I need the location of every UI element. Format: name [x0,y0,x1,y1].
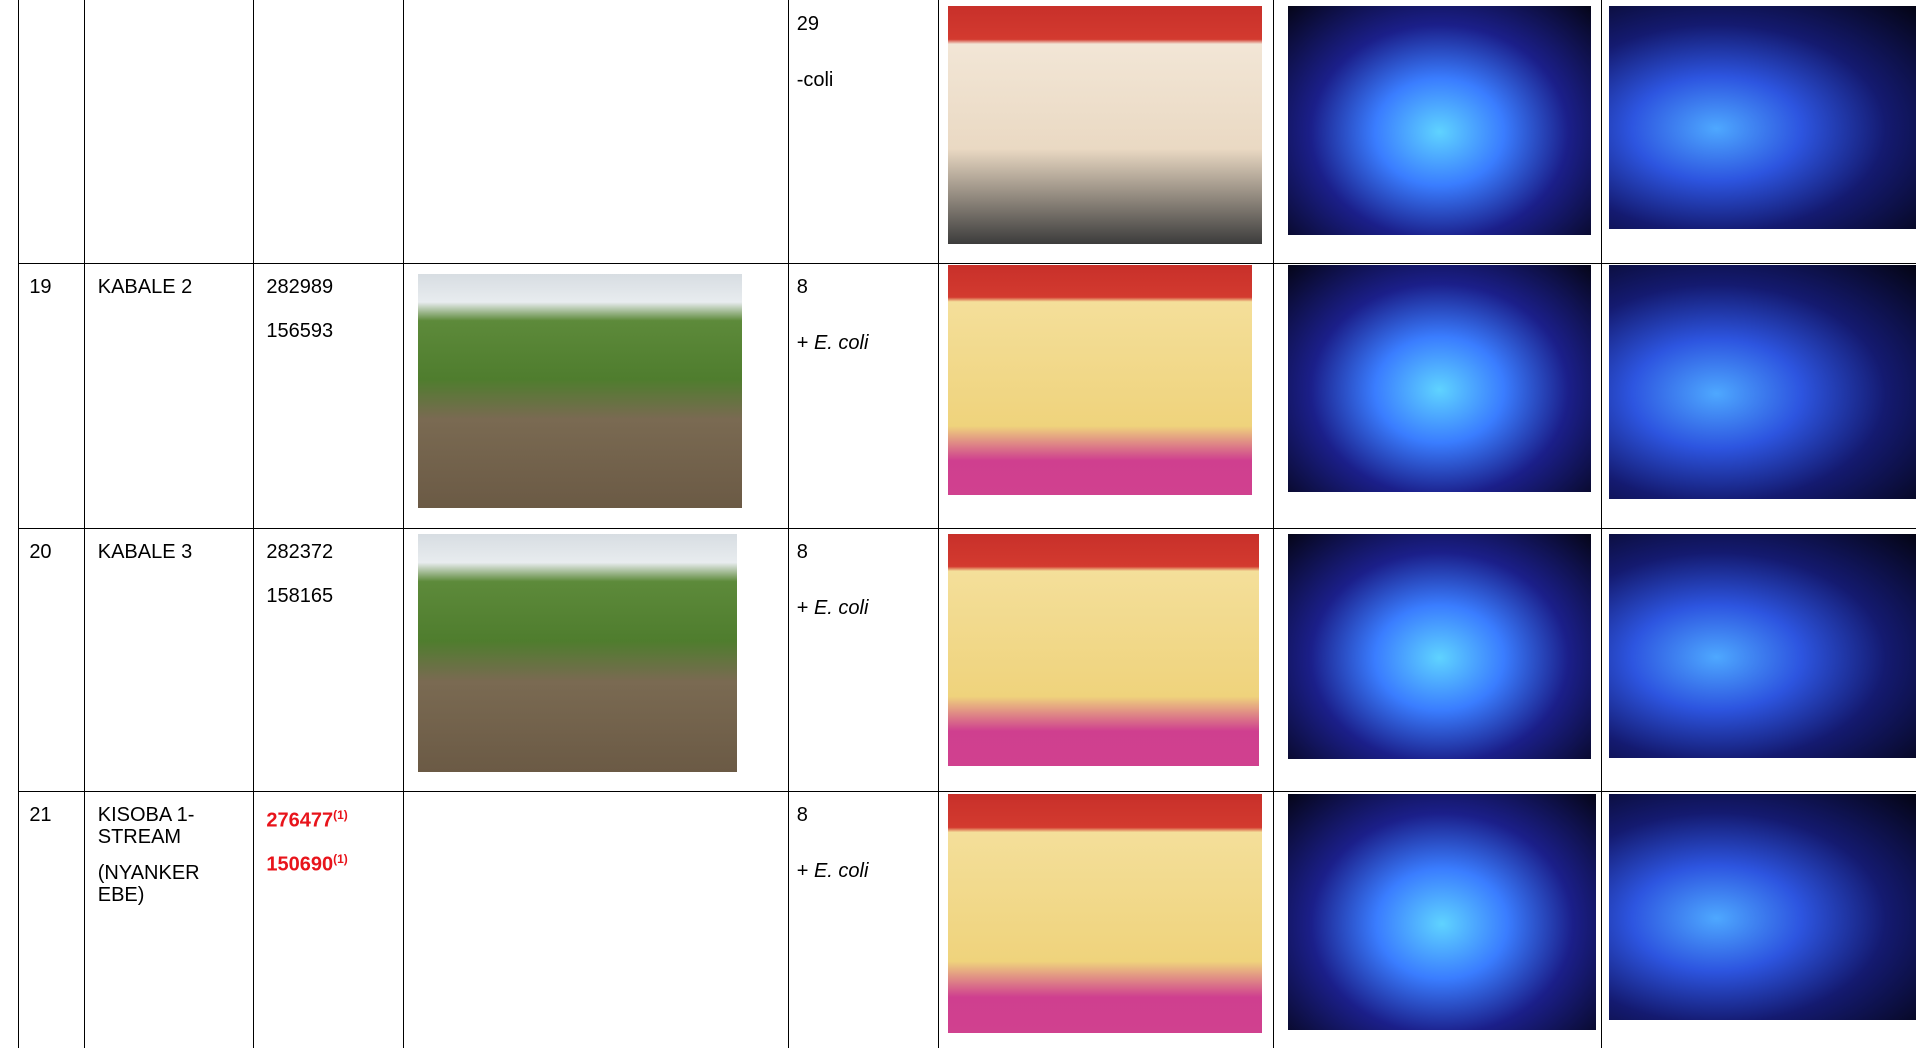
column-line [788,0,790,1049]
column-line [18,0,20,1049]
site-name: KABALE 2 [97,275,193,298]
coordinate: 282372 [266,541,334,564]
uv-control-photo [1609,265,1916,499]
row-line [18,262,1916,264]
column-line [84,0,86,1049]
pump-photo [417,273,742,509]
sample-cup-photo [948,533,1259,767]
uv-control-photo [1609,533,1916,758]
row-line [18,527,1916,529]
uv-control-photo [1609,6,1916,229]
column-line [1600,0,1602,1049]
coordinate: 276477(1) [266,807,348,832]
footnote-mark: (1) [333,851,348,866]
uv-photo [1287,794,1596,1031]
column-line [403,0,405,1049]
row-number: 21 [29,803,52,826]
coordinate: 282989 [266,275,334,298]
coordinate: 156593 [266,319,334,342]
count: 8 [796,803,808,826]
result: -coli [796,69,834,92]
coordinate: 158165 [266,585,334,608]
footnote-mark: (1) [333,807,348,822]
uv-photo [1287,6,1591,235]
organism: E. coli [813,597,869,620]
uv-photo [1287,533,1591,759]
sample-cup-photo [948,794,1263,1033]
result-prefix: + E. coli [796,597,869,620]
organism: E. coli [813,332,869,355]
site-note: (NYANKER [97,862,200,885]
column-line [1273,0,1275,1049]
row-line [18,790,1916,792]
count: 29 [796,13,819,36]
organism: E. coli [813,860,869,883]
count: 8 [796,541,808,564]
coordinate: 150690(1) [266,851,348,876]
count: 8 [796,275,808,298]
row-number: 20 [29,541,52,564]
pump-photo [417,533,737,773]
result-prefix: + E. coli [796,332,869,355]
site-name: KABALE 3 [97,541,193,564]
sample-cup-photo [948,265,1253,495]
uv-control-photo [1609,794,1916,1021]
site-name: KISOBA 1- [97,803,195,826]
row-number: 19 [29,275,52,298]
uv-photo [1287,265,1591,493]
column-line [938,0,940,1049]
column-line [252,0,254,1049]
site-note: EBE) [97,884,145,907]
result-prefix: + E. coli [796,860,869,883]
sample-cup-photo [948,6,1263,245]
site-name: STREAM [97,825,182,848]
